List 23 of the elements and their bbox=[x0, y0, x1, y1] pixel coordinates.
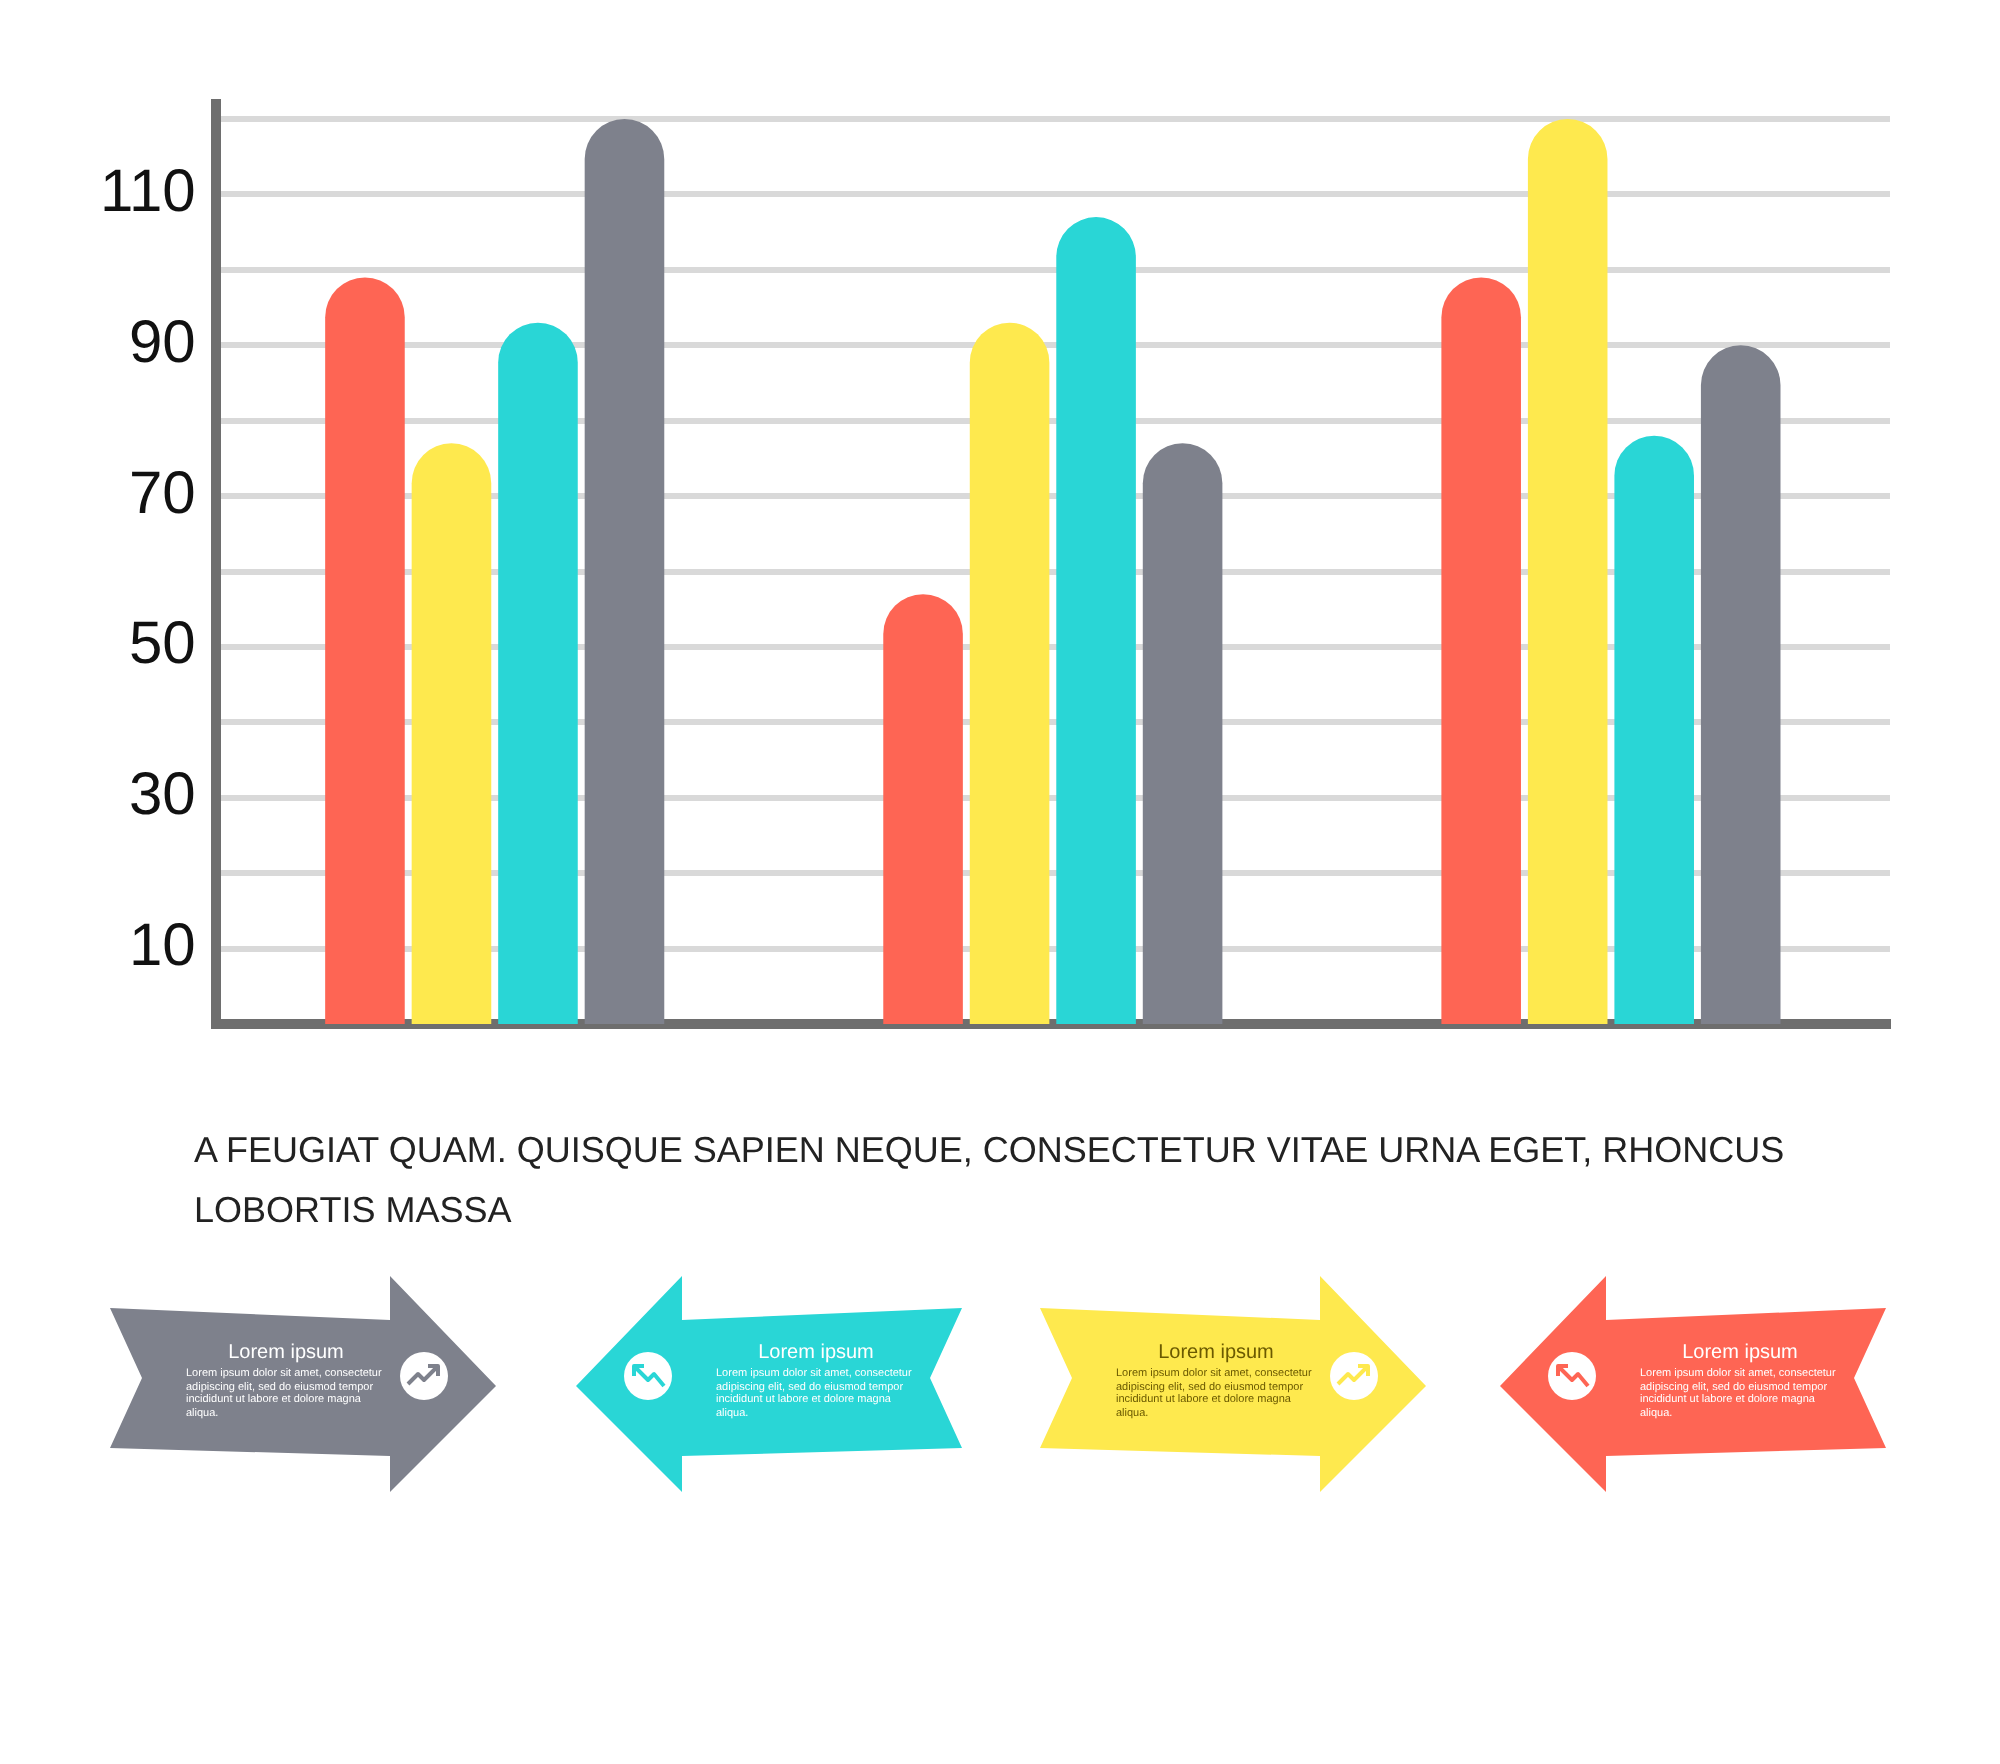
text: Lorem ipsum bbox=[1156, 1342, 1276, 1366]
bar bbox=[498, 322, 578, 1024]
y-tick-label: 50 bbox=[128, 611, 196, 678]
text: Lorem ipsum bbox=[756, 1342, 876, 1366]
text: Lorem ipsum bbox=[226, 1342, 346, 1366]
text: Lorem ipsum bbox=[1680, 1342, 1800, 1366]
bar bbox=[584, 119, 665, 1024]
y-tick-label: 10 bbox=[128, 913, 196, 980]
bar bbox=[1700, 345, 1781, 1024]
y-tick-label: 110 bbox=[100, 159, 196, 226]
bar bbox=[1441, 277, 1521, 1024]
bar bbox=[411, 443, 492, 1024]
text: A FEUGIAT QUAM. QUISQUE SAPIEN NEQUE, CONSECTETUR VITAE URNA EGET, RHONCUS LOBORTIS MASSA bbox=[194, 1128, 1787, 1234]
y-tick-label: 30 bbox=[128, 762, 196, 829]
bar bbox=[1527, 119, 1608, 1024]
bar bbox=[969, 322, 1050, 1024]
bar bbox=[1056, 217, 1136, 1024]
bar bbox=[325, 277, 405, 1024]
bar bbox=[883, 594, 963, 1024]
bar bbox=[1614, 435, 1694, 1024]
y-tick-label: 90 bbox=[128, 309, 196, 376]
y-tick-label: 70 bbox=[128, 460, 196, 527]
bar bbox=[1142, 443, 1223, 1024]
